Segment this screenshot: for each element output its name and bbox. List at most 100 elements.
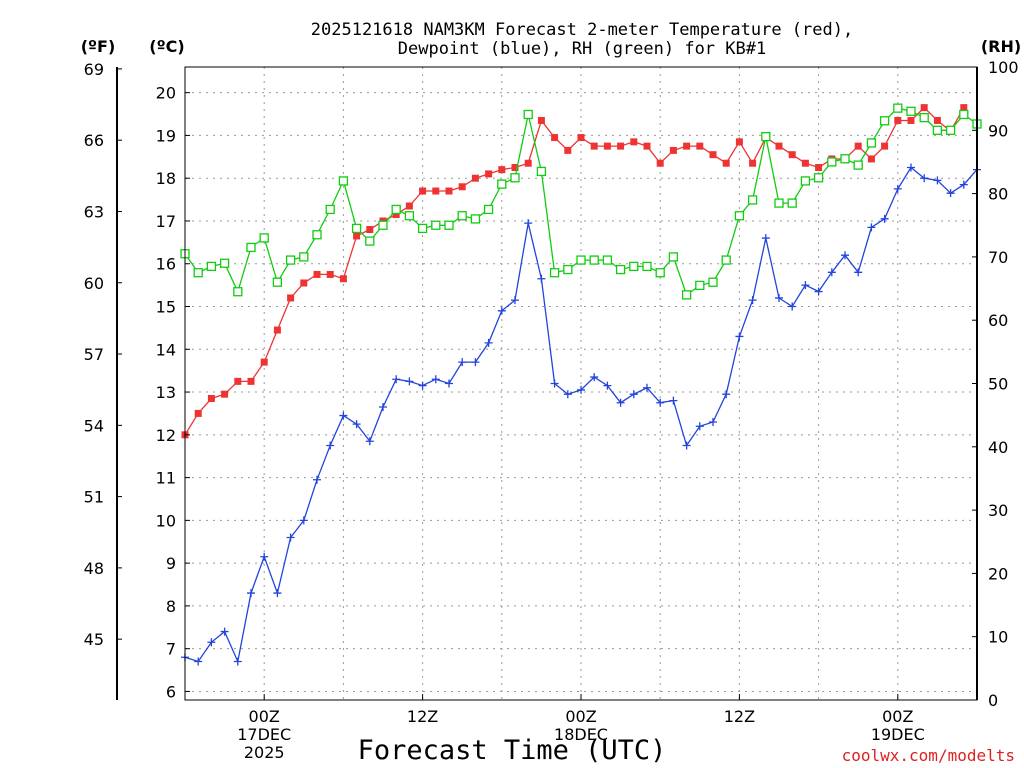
temperature-point (392, 211, 400, 219)
temperature-point (683, 142, 691, 150)
x-axis-title: Forecast Time (UTC) (358, 735, 667, 766)
dewpoint-point (365, 437, 374, 446)
temperature-point (366, 226, 374, 234)
temperature-point (907, 116, 915, 124)
rh-point (708, 277, 718, 287)
dewpoint-point (405, 377, 414, 386)
dewpoint-point (273, 589, 282, 598)
celsius-tick-label: 8 (166, 597, 176, 616)
temperature-point (419, 187, 427, 195)
dewpoint-point (643, 383, 651, 392)
rh-point (431, 220, 441, 230)
dewpoint-point (603, 381, 612, 390)
temperature-point (630, 138, 638, 146)
rh-point (893, 103, 903, 113)
x-tick-label: 17DEC (237, 725, 291, 744)
rh-point (312, 230, 322, 240)
celsius-tick-label: 19 (156, 126, 176, 145)
x-tick-label: 00Z (565, 707, 596, 726)
rh-point (602, 255, 613, 265)
temperature-point (300, 279, 308, 287)
dewpoint-point (682, 441, 691, 450)
rh-point (734, 211, 745, 221)
dewpoint-point (233, 657, 242, 666)
dewpoint-point (827, 268, 836, 277)
temperature-point (590, 142, 598, 150)
axes: 6 7 8 9 10 11 12 13 14 15 16 17 18 19 20 45 48 51 54 57 60 63… (84, 58, 1019, 762)
rh-point (365, 236, 375, 246)
temperature-point (617, 142, 625, 150)
source-credit: coolwx.com/modelts (842, 746, 1015, 765)
rh-point (206, 261, 217, 272)
x-tick-label: 12Z (724, 707, 755, 726)
dewpoint-point (379, 403, 387, 412)
gridlines (185, 67, 977, 700)
fahrenheit-tick-label: 57 (84, 345, 104, 364)
rh-point (761, 131, 771, 142)
temperature-point (735, 138, 743, 146)
temperature-point (722, 159, 730, 167)
rh-point (246, 242, 256, 253)
rh-point (404, 211, 415, 221)
temperature-point (669, 146, 677, 154)
rh-point (615, 264, 626, 275)
celsius-tick-label: 16 (156, 255, 176, 274)
fahrenheit-tick-label: 45 (84, 630, 104, 649)
temperature-point (313, 270, 321, 278)
rh-tick-label: 0 (988, 691, 998, 710)
dewpoint-point (629, 390, 638, 399)
celsius-tick-label: 7 (166, 640, 176, 659)
celsius-tick-label: 12 (156, 426, 176, 445)
dewpoint-point (748, 296, 757, 305)
rh-tick-label: 100 (988, 58, 1019, 77)
temperature-point (643, 142, 651, 150)
rh-point (800, 176, 811, 186)
temperature-point (933, 116, 941, 124)
series-dewpoint (181, 163, 981, 666)
dewpoint-point (326, 441, 335, 450)
fahrenheit-tick-label: 48 (84, 559, 104, 578)
temperature-point (920, 104, 928, 112)
rh-point (483, 204, 494, 215)
fahrenheit-tick-label: 51 (84, 488, 104, 507)
rh-point (259, 233, 269, 243)
temperature-point (458, 183, 466, 191)
rh-point (919, 112, 929, 123)
temperature-point (287, 294, 295, 302)
rh-point (563, 264, 573, 275)
temperature-point (405, 202, 413, 210)
temperature-point (524, 159, 532, 167)
dewpoint-point (563, 390, 572, 399)
dewpoint-point (656, 398, 665, 407)
data-series (180, 103, 982, 666)
rh-point (325, 204, 335, 215)
rh-point (285, 255, 296, 265)
fahrenheit-tick-label: 54 (84, 416, 104, 435)
dewpoint-point (207, 638, 216, 647)
temperature-point (696, 142, 704, 150)
dewpoint-point (497, 306, 506, 315)
rh-point (457, 211, 467, 221)
dewpoint-point (959, 180, 968, 189)
rh-point (932, 125, 943, 135)
dewpoint-point (761, 234, 770, 243)
dewpoint-point (907, 163, 915, 172)
temperature-point (353, 232, 361, 240)
dewpoint-point (880, 214, 889, 223)
temperature-point (854, 142, 862, 150)
dewpoint-point (814, 287, 823, 296)
rh-point (470, 214, 481, 224)
rh-point (959, 109, 969, 120)
rh-point (391, 204, 401, 215)
dewpoint-point (458, 358, 467, 367)
dewpoint-point (775, 293, 783, 302)
dewpoint-point (471, 358, 480, 367)
celsius-tick-label: 9 (166, 554, 176, 573)
dewpoint-point (616, 398, 625, 407)
chart-title-line-1: 2025121618 NAM3KM Forecast 2-meter Tempe… (311, 20, 853, 40)
dewpoint-point (511, 296, 519, 305)
rh-tick-label: 80 (988, 185, 1008, 204)
temperature-point (326, 270, 334, 278)
dewpoint-point (695, 422, 704, 431)
dewpoint-point (260, 552, 269, 561)
